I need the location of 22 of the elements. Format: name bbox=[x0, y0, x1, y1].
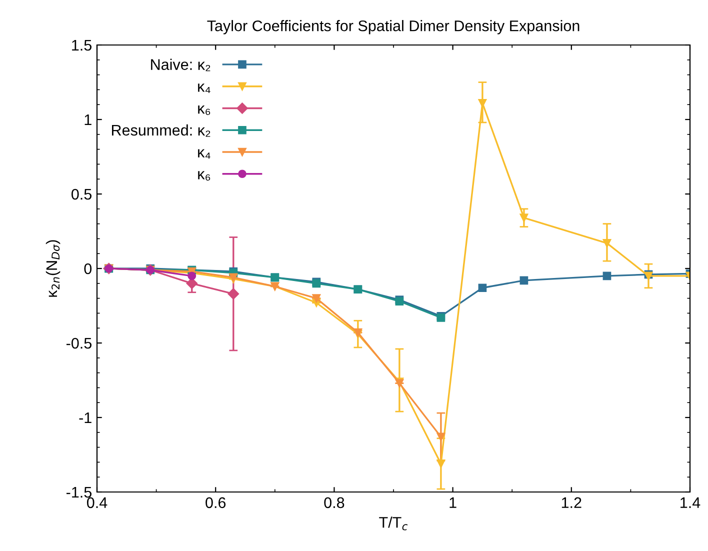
x-axis-title: T/T$_{c}$ bbox=[379, 516, 408, 530]
y-tick-label: -1 bbox=[79, 412, 92, 424]
legend-label: κ₆ bbox=[198, 171, 210, 181]
legend-label: Resummed: κ₂ bbox=[112, 124, 210, 137]
x-tick-label: 0.4 bbox=[86, 497, 108, 508]
x-tick-label: 0.6 bbox=[206, 497, 226, 508]
legend-label: κ₄ bbox=[198, 149, 210, 159]
chart-title: Taylor Coefficients for Spatial Dimer Density Expansion bbox=[207, 20, 580, 34]
legend-label: κ₄ bbox=[198, 84, 210, 94]
x-tick-label: 1.2 bbox=[562, 497, 582, 508]
y-tick-label: 0.5 bbox=[72, 188, 92, 200]
x-tick-label: 0.8 bbox=[324, 497, 344, 508]
x-tick-label: 1.4 bbox=[680, 497, 700, 508]
y-axis-title: κ$_{2n}$(N$_{Dσ}$) bbox=[46, 240, 60, 297]
y-tick-label: 0 bbox=[84, 263, 92, 274]
y-tick-label: -1.5 bbox=[66, 487, 92, 498]
y-tick-label: 1 bbox=[84, 114, 92, 126]
legend-label: κ₆ bbox=[198, 106, 210, 115]
x-tick-label: 1 bbox=[450, 497, 456, 508]
legend-label: Naive: κ₂ bbox=[151, 58, 210, 72]
y-tick-label: 1.5 bbox=[72, 40, 92, 51]
y-tick-label: -0.5 bbox=[66, 338, 92, 349]
